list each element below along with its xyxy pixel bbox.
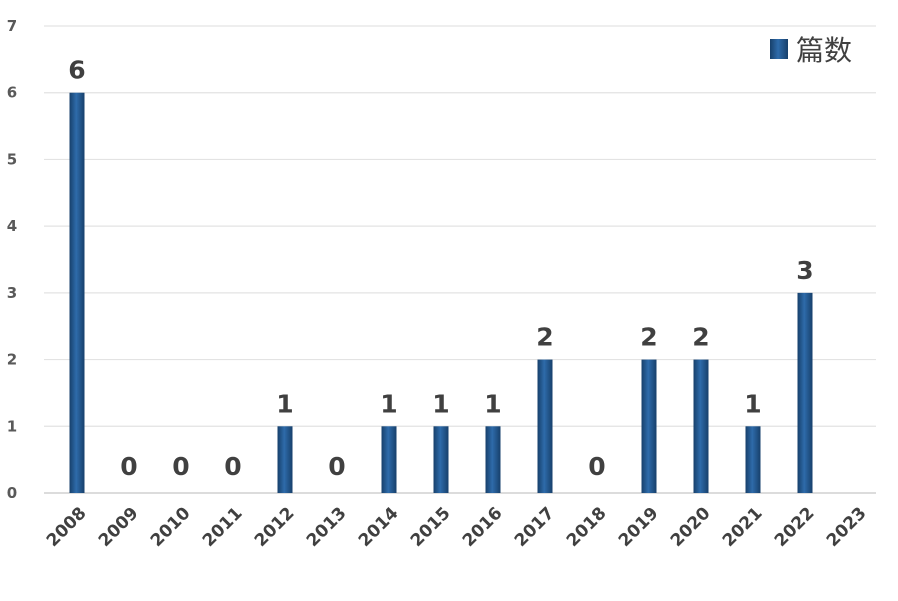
x-tick-label-2023: 2023 [823, 503, 871, 551]
y-tick-label: 4 [7, 217, 17, 235]
data-labels: 6 0 0 0 1 0 1 1 1 2 0 2 2 1 3 [68, 56, 813, 481]
x-tick-label-2018: 2018 [563, 503, 611, 551]
bar-2019 [641, 359, 657, 493]
bars [69, 92, 813, 493]
x-tick-label-2009: 2009 [95, 503, 143, 551]
data-label-2018: 0 [588, 452, 605, 481]
data-label-2012: 1 [276, 389, 293, 418]
y-tick-label: 7 [7, 17, 17, 35]
x-tick-label-2014: 2014 [355, 503, 403, 551]
data-label-2008: 6 [68, 56, 85, 85]
bar-2020 [693, 359, 709, 493]
x-tick-label-2019: 2019 [615, 503, 663, 551]
gridlines [44, 25, 876, 494]
data-label-2015: 1 [432, 389, 449, 418]
x-tick-label-2013: 2013 [303, 503, 351, 551]
data-label-2022: 3 [796, 256, 813, 285]
y-tick-label: 6 [7, 84, 17, 102]
data-label-2020: 2 [692, 323, 709, 352]
x-tick-label-2008: 2008 [43, 503, 91, 551]
legend-label: 篇数 [796, 34, 852, 67]
bar-2021 [745, 426, 761, 493]
bar-2022 [797, 292, 813, 493]
x-tick-label-2012: 2012 [251, 503, 299, 551]
x-tick-label-2016: 2016 [459, 503, 507, 551]
y-tick-label: 2 [7, 351, 17, 369]
data-label-2011: 0 [224, 452, 241, 481]
data-label-2010: 0 [172, 452, 189, 481]
data-label-2009: 0 [120, 452, 137, 481]
bar-2015 [433, 426, 449, 493]
data-label-2019: 2 [640, 323, 657, 352]
bar-2016 [485, 426, 501, 493]
y-tick-label: 3 [7, 284, 17, 302]
y-tick-label: 1 [7, 417, 17, 435]
bar-2012 [277, 426, 293, 493]
bar-2014 [381, 426, 397, 493]
data-label-2014: 1 [380, 389, 397, 418]
y-tick-label: 0 [7, 484, 17, 502]
y-tick-label: 5 [7, 150, 17, 168]
x-axis-ticks: 2008 2009 2010 2011 2012 2013 2014 2015 2016 2017… [43, 503, 871, 551]
y-axis-ticks: 0 1 2 3 4 5 6 7 [7, 17, 17, 502]
x-tick-label-2010: 2010 [147, 503, 195, 551]
bar-2008 [69, 92, 85, 493]
legend-swatch [770, 39, 788, 59]
x-tick-label-2022: 2022 [771, 503, 819, 551]
legend: 篇数 [770, 34, 852, 67]
data-label-2017: 2 [536, 323, 553, 352]
data-label-2016: 1 [484, 389, 501, 418]
x-tick-label-2021: 2021 [719, 503, 767, 551]
data-label-2021: 1 [744, 389, 761, 418]
x-tick-label-2020: 2020 [667, 503, 715, 551]
x-tick-label-2017: 2017 [511, 503, 559, 551]
bar-2017 [537, 359, 553, 493]
data-label-2013: 0 [328, 452, 345, 481]
x-tick-label-2011: 2011 [199, 503, 247, 551]
x-tick-label-2015: 2015 [407, 503, 455, 551]
